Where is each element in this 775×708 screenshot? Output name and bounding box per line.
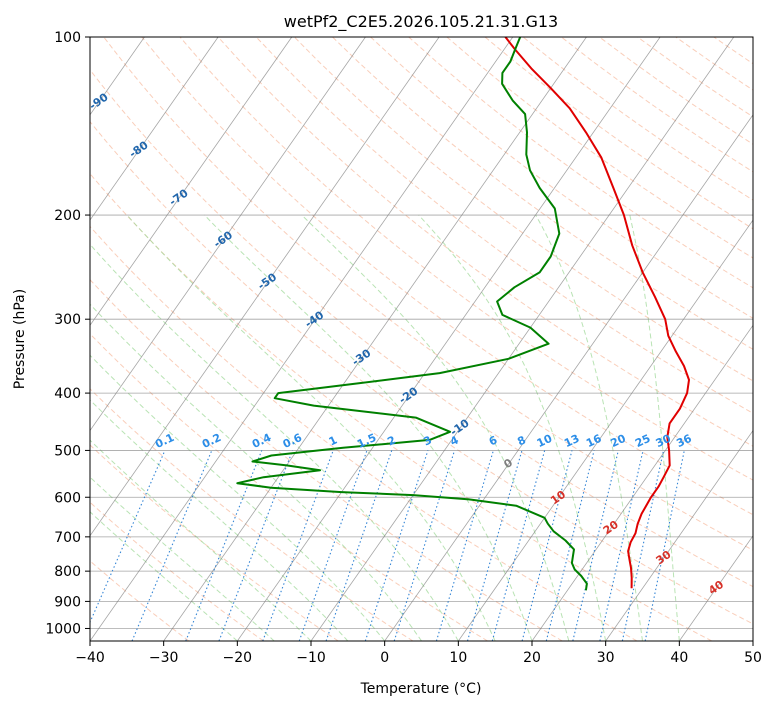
isotherm-line: [605, 429, 753, 641]
x-tick-label: 0: [380, 650, 389, 666]
y-tick-label: 600: [54, 490, 81, 506]
dewpoint-profile-line: [236, 37, 588, 591]
mixing-ratio-label: 13: [562, 432, 581, 450]
mixing-ratio-label: 20: [609, 432, 629, 450]
mixing-ratio-line: [621, 450, 665, 641]
moist-adiabat: [418, 214, 607, 641]
y-axis-label: Pressure (hPa): [12, 289, 28, 389]
x-tick-label: 20: [523, 650, 541, 666]
isotherm-line: [90, 37, 219, 221]
dry-adiabat: [179, 37, 753, 481]
dry-adiabat: [141, 37, 753, 516]
x-tick-label: −40: [75, 650, 105, 666]
moist-adiabat: [90, 243, 459, 641]
mixing-ratio-line: [298, 450, 368, 641]
isotherm-line: [384, 114, 753, 641]
isotherm-line: [679, 535, 753, 641]
moist-adiabat: [90, 399, 349, 641]
mixing-ratio-label: 36: [674, 432, 694, 450]
mixing-ratio-label: 30: [654, 432, 674, 450]
moist-adiabat: [90, 354, 386, 641]
x-axis: −40 −30 −20 −10 0 10 20 30 40 50: [75, 641, 762, 666]
chart-title: wetPf2_C2E5.2026.105.21.31.G13: [284, 12, 558, 32]
y-tick-label: 900: [54, 594, 81, 610]
moist-adiabat: [90, 511, 238, 641]
x-tick-label: 10: [449, 650, 467, 666]
mixing-ratio-line: [131, 450, 213, 641]
isotherm-line: [90, 37, 293, 326]
y-axis: 100 200 300 400 500 600 700 800 900 1000: [45, 30, 90, 637]
dry-adiabat: [90, 560, 190, 641]
mixing-ratio-line: [599, 450, 644, 641]
dry-adiabat: [90, 278, 563, 641]
mixing-ratio-line: [466, 450, 523, 641]
y-tick-label: 700: [54, 530, 81, 546]
dry-adiabat: [103, 37, 753, 551]
mixing-ratio-line: [325, 450, 393, 641]
dry-adiabat: [217, 37, 753, 447]
mixing-ratio-line: [491, 450, 546, 641]
mixing-ratio-label: 16: [584, 432, 604, 450]
x-tick-label: 30: [597, 650, 615, 666]
moist-adiabat: [629, 214, 680, 641]
dry-adiabat: [90, 172, 712, 641]
isotherm-line: [90, 37, 440, 537]
isotherm-line: [90, 37, 514, 641]
mixing-ratio-line: [393, 450, 456, 641]
isotherm-line: [531, 324, 753, 641]
moist-adiabat: [204, 214, 533, 641]
mixing-ratio-line: [364, 450, 429, 641]
y-tick-label: 500: [54, 443, 81, 459]
mixing-ratio-line: [644, 450, 685, 641]
mixing-ratio-label: 10: [535, 432, 555, 450]
moist-adiabat: [126, 214, 496, 641]
mixing-ratio-line: [262, 450, 334, 641]
y-tick-label: 300: [54, 312, 81, 328]
x-axis-label: Temperature (°C): [360, 681, 482, 697]
dry-adiabat: [332, 37, 753, 350]
temperature-profile-line: [504, 37, 690, 589]
y-tick-label: 100: [54, 30, 81, 46]
x-tick-label: −20: [223, 650, 253, 666]
isotherm-line: [163, 37, 587, 641]
mixing-ratio-line: [521, 450, 573, 641]
isotherm-line: [310, 37, 735, 641]
mixing-ratio-line: [572, 450, 619, 641]
y-tick-label: 1000: [45, 621, 81, 637]
x-tick-label: 40: [670, 650, 688, 666]
dry-adiabat: [90, 69, 753, 588]
dry-adiabat: [370, 37, 753, 319]
x-tick-label: −10: [296, 650, 326, 666]
moist-adiabat: [90, 303, 422, 641]
y-tick-label: 400: [54, 386, 81, 402]
dry-adiabat: [90, 120, 753, 625]
mixing-ratio-line: [545, 450, 595, 641]
x-tick-label: −30: [149, 650, 179, 666]
x-tick-label: 50: [744, 650, 762, 666]
series-layer: [236, 37, 690, 591]
mixing-ratio-line: [90, 450, 166, 624]
mixing-ratio-label: 25: [633, 432, 652, 450]
moist-adiabat: [90, 476, 275, 641]
plot-area: [90, 37, 753, 641]
moist-adiabat: [301, 214, 570, 641]
mixing-ratio-line: [435, 450, 494, 641]
background-lines: [90, 37, 753, 641]
plot-frame: [89, 36, 754, 642]
isotherm-line: [90, 37, 366, 432]
y-tick-label: 800: [54, 564, 81, 580]
y-tick-label: 200: [54, 208, 81, 224]
